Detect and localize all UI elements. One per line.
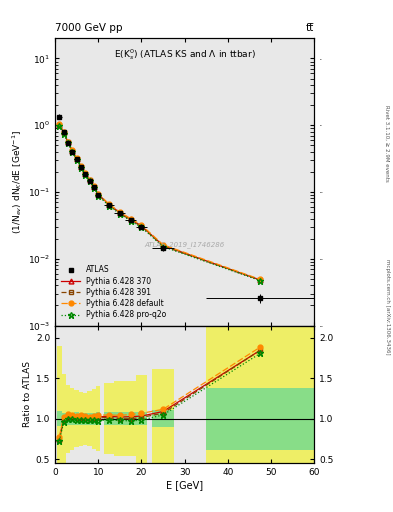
Text: Rivet 3.1.10, ≥ 2.9M events: Rivet 3.1.10, ≥ 2.9M events xyxy=(385,105,389,182)
Text: E(K$_s^0$) (ATLAS KS and Λ in ttbar): E(K$_s^0$) (ATLAS KS and Λ in ttbar) xyxy=(114,47,255,62)
X-axis label: E [GeV]: E [GeV] xyxy=(166,480,203,490)
Text: tt̅: tt̅ xyxy=(306,23,314,33)
Text: ATLAS_2019_I1746286: ATLAS_2019_I1746286 xyxy=(145,241,225,248)
Text: 7000 GeV pp: 7000 GeV pp xyxy=(55,23,123,33)
Legend: ATLAS, Pythia 6.428 370, Pythia 6.428 391, Pythia 6.428 default, Pythia 6.428 pr: ATLAS, Pythia 6.428 370, Pythia 6.428 39… xyxy=(59,263,169,322)
Y-axis label: (1/N$_{ev}$) dN$_K$/dE [GeV$^{-1}$]: (1/N$_{ev}$) dN$_K$/dE [GeV$^{-1}$] xyxy=(10,130,24,234)
Text: mcplots.cern.ch [arXiv:1306.3436]: mcplots.cern.ch [arXiv:1306.3436] xyxy=(385,260,389,355)
Y-axis label: Ratio to ATLAS: Ratio to ATLAS xyxy=(23,361,31,428)
